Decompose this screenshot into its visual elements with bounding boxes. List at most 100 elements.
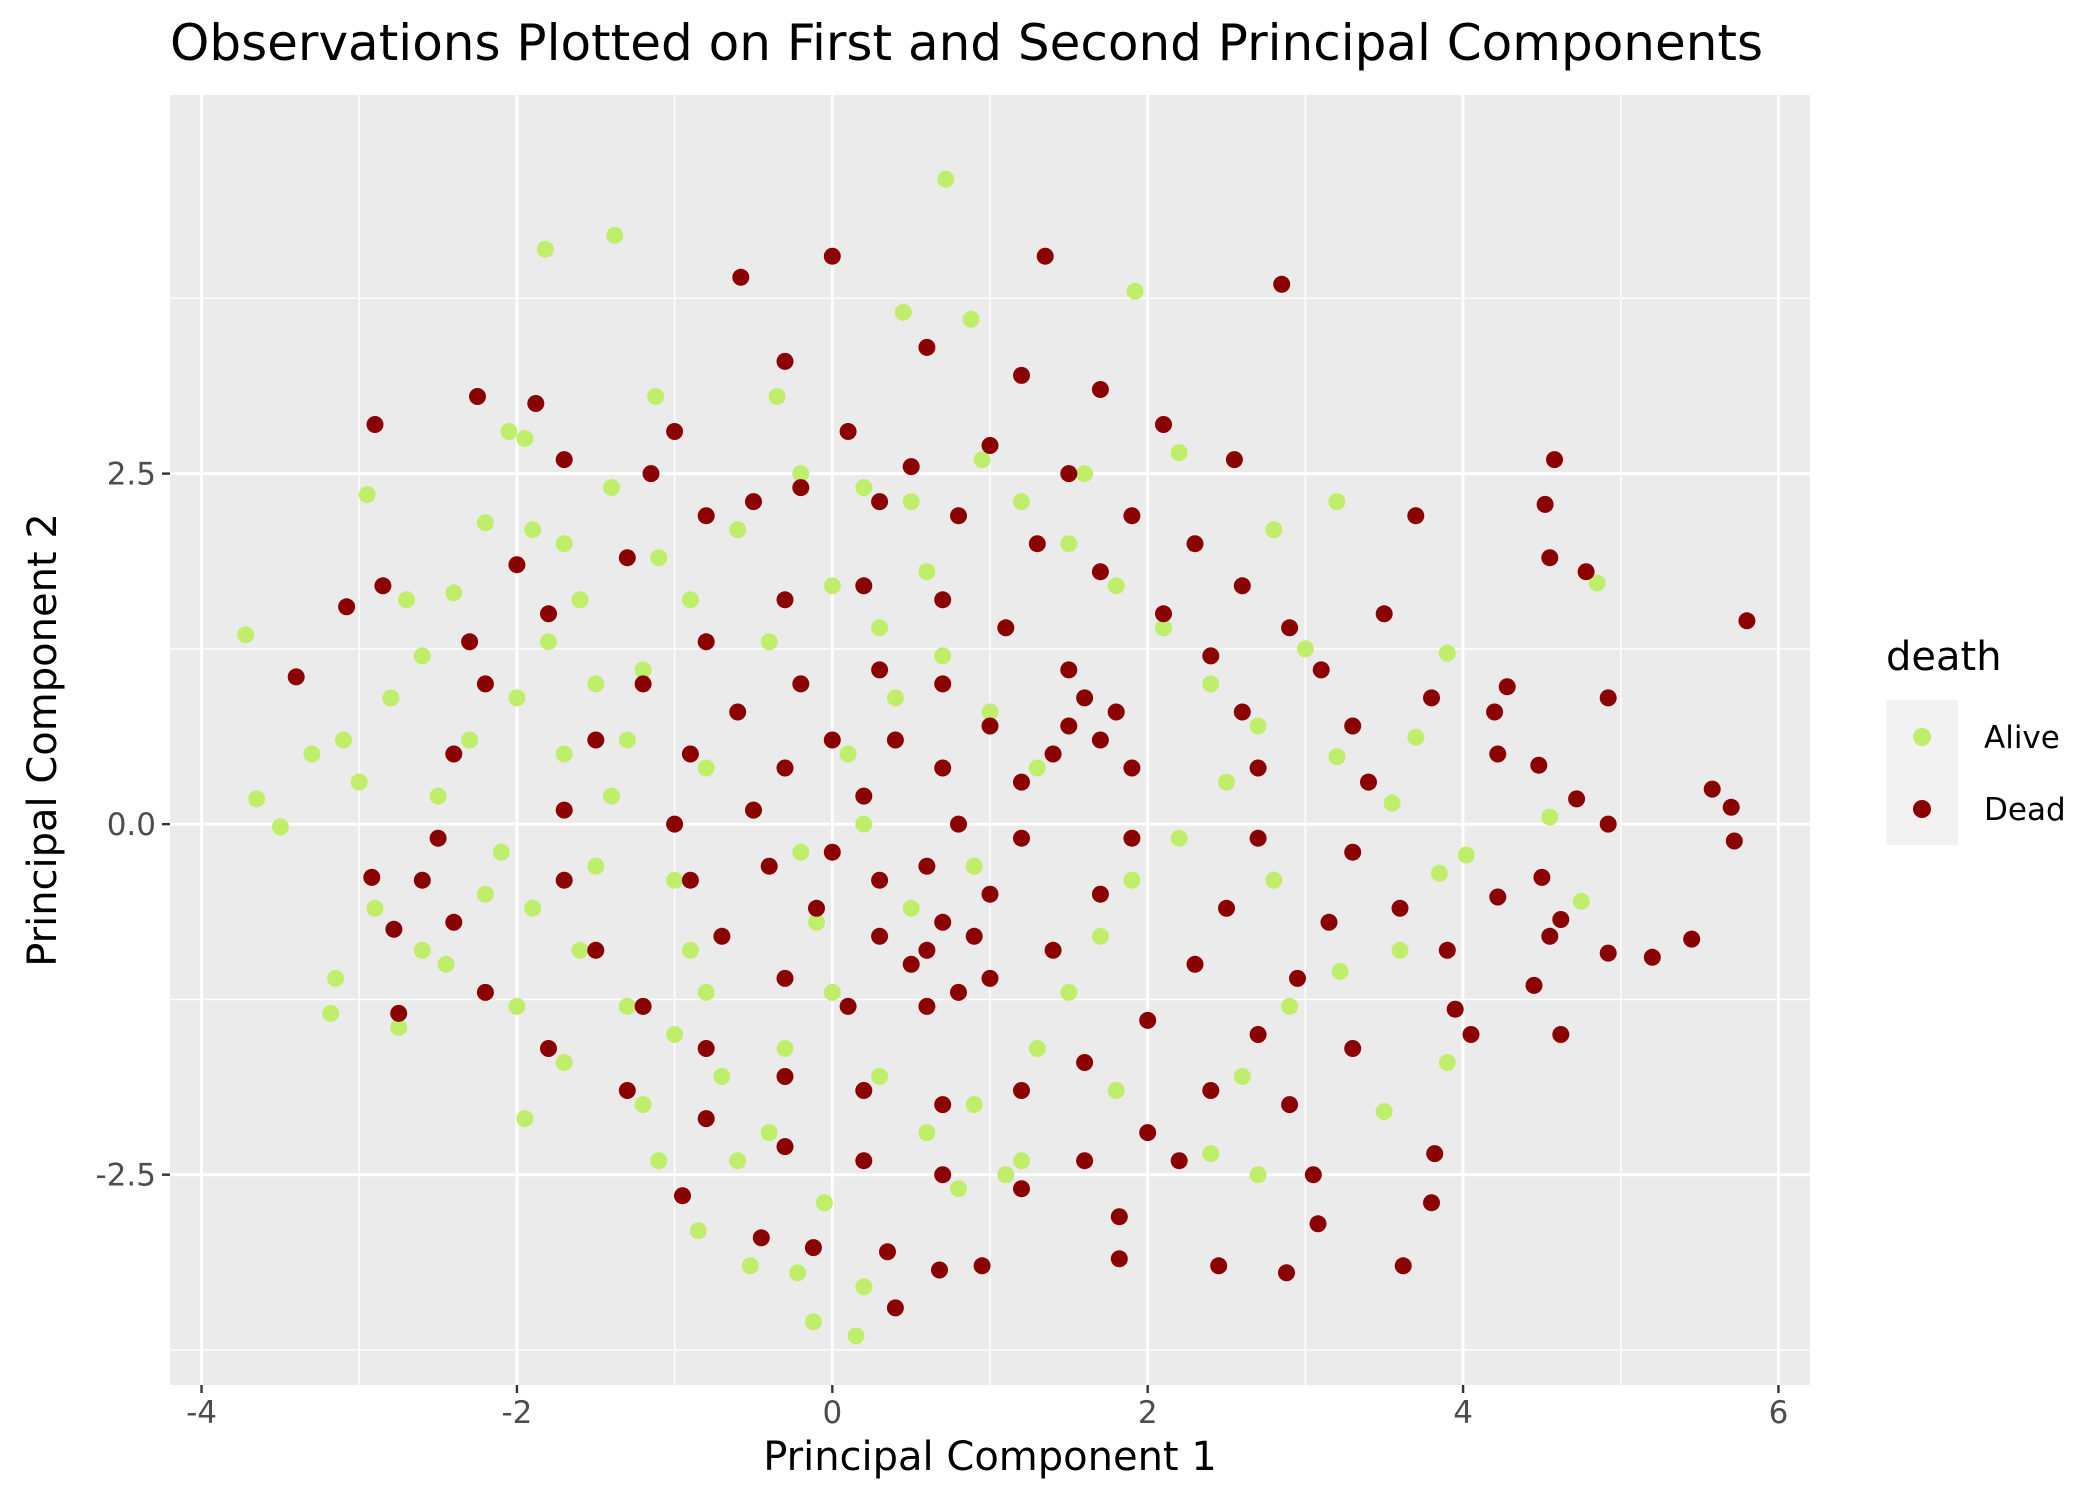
point-dead: [1530, 756, 1548, 774]
point-alive: [1170, 829, 1188, 847]
legend-key-alive: [1913, 728, 1931, 746]
legend-title: death: [1886, 634, 2002, 680]
series-dead: [287, 247, 1756, 1317]
point-dead: [1091, 381, 1109, 398]
point-dead: [823, 731, 841, 749]
point-alive: [804, 1313, 822, 1331]
point-dead: [1249, 1026, 1267, 1043]
point-dead: [760, 857, 778, 875]
point-alive: [1060, 983, 1078, 1001]
point-dead: [1225, 451, 1243, 469]
point-alive: [237, 626, 255, 644]
point-alive: [823, 983, 841, 1001]
point-dead: [1044, 745, 1062, 763]
point-alive: [1060, 535, 1078, 553]
point-alive: [492, 843, 510, 861]
point-alive: [962, 310, 980, 328]
point-dead: [1155, 605, 1172, 623]
point-alive: [1107, 577, 1125, 595]
chart-title: Observations Plotted on First and Second…: [170, 14, 1763, 72]
point-dead: [950, 507, 967, 525]
point-dead: [1722, 798, 1740, 816]
point-alive: [1202, 675, 1220, 693]
point-dead: [1546, 451, 1563, 469]
point-dead: [981, 969, 999, 987]
x-tick-label: 0: [822, 1395, 842, 1431]
point-alive: [1155, 619, 1172, 637]
point-dead: [776, 1138, 794, 1156]
point-alive: [666, 1026, 684, 1043]
major-gridlines: [170, 95, 1810, 1385]
point-dead: [1486, 703, 1504, 721]
point-dead: [1249, 759, 1267, 777]
point-alive: [327, 969, 345, 987]
point-alive: [808, 913, 825, 931]
point-dead: [697, 507, 715, 525]
point-alive: [965, 1096, 983, 1114]
point-dead: [804, 1239, 822, 1257]
point-alive: [1391, 941, 1409, 959]
point-dead: [934, 759, 952, 777]
point-dead: [1139, 1124, 1157, 1142]
point-alive: [1091, 927, 1109, 945]
point-dead: [374, 577, 392, 595]
point-alive: [1438, 644, 1456, 662]
point-dead: [1107, 703, 1125, 721]
point-alive: [634, 1096, 652, 1114]
point-dead: [366, 416, 384, 433]
point-dead: [1423, 689, 1440, 707]
point-dead: [1360, 773, 1377, 791]
point-dead: [855, 787, 873, 805]
point-dead: [1076, 689, 1094, 707]
point-dead: [918, 997, 936, 1015]
point-alive: [871, 1068, 889, 1085]
point-dead: [871, 661, 889, 679]
data-points: [237, 170, 1756, 1345]
x-tick-label: -2: [501, 1395, 532, 1431]
point-dead: [1309, 1215, 1327, 1233]
point-dead: [1533, 868, 1551, 886]
point-dead: [476, 675, 494, 693]
point-dead: [1738, 612, 1756, 630]
point-dead: [697, 1040, 715, 1057]
point-dead: [918, 857, 936, 875]
point-alive: [697, 983, 715, 1001]
point-alive: [603, 787, 620, 805]
point-dead: [934, 913, 952, 931]
point-alive: [1170, 444, 1188, 462]
point-dead: [1489, 745, 1507, 763]
point-alive: [855, 815, 873, 833]
point-dead: [697, 1110, 715, 1128]
point-dead: [871, 493, 889, 511]
point-dead: [713, 927, 731, 945]
point-alive: [760, 633, 778, 651]
point-alive: [508, 997, 526, 1015]
point-dead: [934, 1096, 952, 1114]
point-alive: [855, 1278, 873, 1296]
point-alive: [918, 563, 936, 581]
point-dead: [973, 1257, 991, 1275]
legend: death Alive Dead: [1886, 634, 2066, 845]
point-dead: [981, 437, 999, 454]
point-dead: [618, 549, 636, 567]
point-dead: [587, 941, 605, 959]
point-dead: [1170, 1152, 1188, 1170]
point-dead: [1123, 829, 1141, 847]
point-alive: [540, 633, 557, 651]
point-alive: [981, 703, 999, 721]
point-alive: [1331, 962, 1349, 980]
point-dead: [1278, 1264, 1295, 1282]
point-alive: [689, 1222, 707, 1240]
point-alive: [647, 388, 665, 405]
point-dead: [934, 1166, 952, 1184]
point-dead: [1407, 507, 1425, 525]
point-alive: [587, 857, 605, 875]
point-alive: [413, 941, 431, 959]
point-dead: [1320, 913, 1338, 931]
point-dead: [1541, 549, 1559, 567]
point-alive: [697, 759, 715, 777]
point-alive: [429, 787, 447, 805]
legend-label-dead: Dead: [1984, 792, 2066, 828]
point-dead: [1391, 899, 1409, 917]
point-alive: [524, 899, 542, 917]
